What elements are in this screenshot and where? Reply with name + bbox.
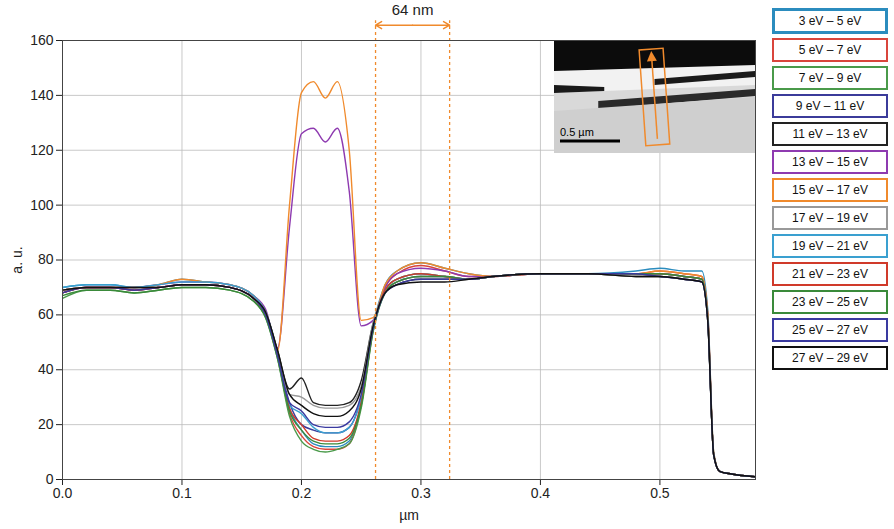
html-text:21 eV – 23 eV: 21 eV – 23 eV <box>792 267 868 281</box>
svg-text:100: 100 <box>30 197 54 213</box>
svg-text:120: 120 <box>30 142 54 158</box>
svg-text:20: 20 <box>38 416 54 432</box>
svg-text:0.3: 0.3 <box>411 485 431 501</box>
html-text:3 eV – 5 eV: 3 eV – 5 eV <box>798 14 862 28</box>
svg-text:0.5 µm: 0.5 µm <box>560 126 594 138</box>
html-text:15 eV – 17 eV: 15 eV – 17 eV <box>792 183 868 197</box>
html-text:25 eV – 27 eV: 25 eV – 27 eV <box>792 323 868 337</box>
svg-text:0.4: 0.4 <box>531 485 551 501</box>
html-text:19 eV – 21 eV: 19 eV – 21 eV <box>792 239 868 253</box>
html-text:5 eV – 7 eV: 5 eV – 7 eV <box>798 43 862 57</box>
html-text:13 eV – 15 eV: 13 eV – 15 eV <box>792 155 868 169</box>
html-text:9 eV – 11 eV: 9 eV – 11 eV <box>795 99 865 113</box>
svg-text:0.1: 0.1 <box>172 485 192 501</box>
svg-text:0.2: 0.2 <box>292 485 312 501</box>
svg-text:0.5: 0.5 <box>650 485 670 501</box>
html-text:11 eV – 13 eV: 11 eV – 13 eV <box>792 127 868 141</box>
svg-text:64 nm: 64 nm <box>392 1 434 18</box>
html-text:27 eV – 29 eV: 27 eV – 29 eV <box>792 351 868 365</box>
svg-text:0: 0 <box>45 471 54 487</box>
svg-text:40: 40 <box>38 361 54 377</box>
html-text:7 eV – 9 eV: 7 eV – 9 eV <box>798 71 862 85</box>
svg-text:140: 140 <box>30 87 54 103</box>
svg-text:160: 160 <box>30 32 54 48</box>
svg-text:80: 80 <box>38 251 54 267</box>
html-text:17 eV – 19 eV: 17 eV – 19 eV <box>792 211 868 225</box>
svg-text:µm: µm <box>399 507 419 523</box>
html-text:23 eV – 25 eV: 23 eV – 25 eV <box>792 295 868 309</box>
svg-text:0.0: 0.0 <box>53 485 73 501</box>
svg-text:a. u.: a. u. <box>9 246 25 273</box>
svg-text:60: 60 <box>38 306 54 322</box>
